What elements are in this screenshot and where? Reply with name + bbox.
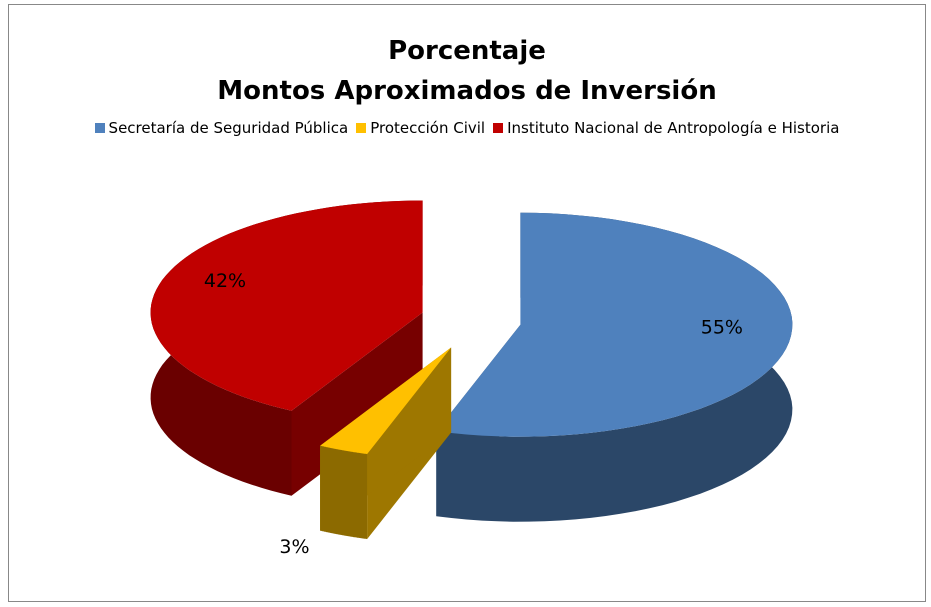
chart-frame: Porcentaje Montos Aproximados de Inversi… [8,4,926,602]
title-line: Porcentaje [388,36,546,66]
slice [320,347,452,540]
legend-label: Instituto Nacional de Antropología e His… [507,119,840,137]
title-line: Montos Aproximados de Inversión [217,76,717,106]
data-label: 3% [279,536,309,558]
slice-top [436,212,793,437]
data-label: 55% [701,316,743,338]
legend-label: Protección Civil [370,119,486,137]
slice [436,212,793,522]
data-label: 42% [204,270,246,292]
legend-entry: Protección Civil [356,119,485,137]
slice-side [320,445,368,540]
legend-swatch [356,123,367,133]
legend-entry: Secretaría de Seguridad Pública [94,119,349,137]
slice-top [320,347,452,455]
legend-entry: Instituto Nacional de Antropología e His… [493,119,839,137]
chart-title: Porcentaje Montos Aproximados de Inversi… [9,31,925,111]
legend-swatch [94,123,105,133]
legend-label: Secretaría de Seguridad Pública [108,119,349,137]
legend: Secretaría de Seguridad Pública Protecció… [9,119,925,137]
chart: 42% 55% 3% [150,200,793,558]
slice-top [150,200,423,411]
legend-swatch [493,123,504,133]
